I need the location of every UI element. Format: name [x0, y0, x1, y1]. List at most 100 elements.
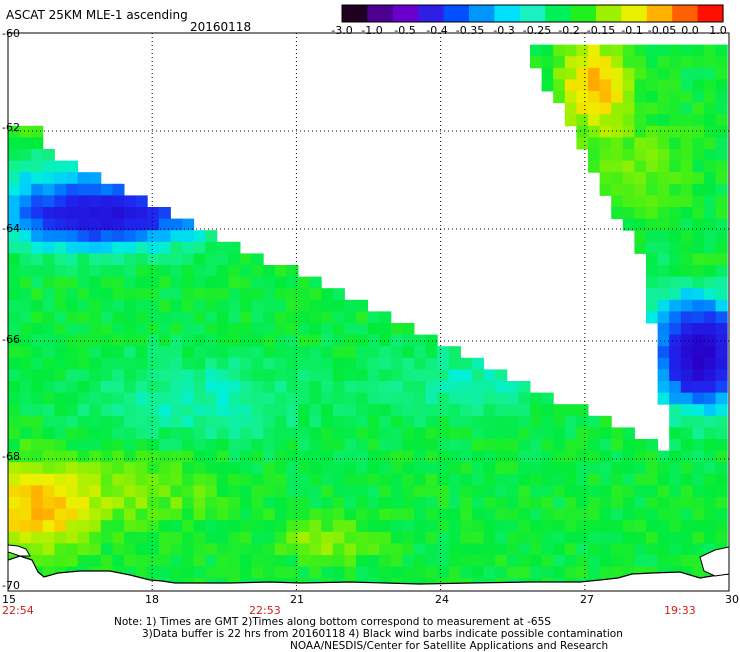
wind-cell: [182, 369, 195, 382]
wind-cell: [611, 44, 624, 57]
wind-cell: [344, 334, 357, 347]
wind-cell: [506, 543, 519, 556]
wind-cell: [147, 439, 160, 452]
wind-cell: [158, 299, 171, 312]
wind-cell: [8, 497, 21, 510]
wind-cell: [669, 520, 682, 533]
wind-cell: [692, 392, 705, 405]
wind-cell: [437, 450, 450, 463]
wind-cell: [588, 543, 601, 556]
wind-cell: [704, 346, 717, 359]
wind-cell: [669, 392, 682, 405]
wind-cell: [124, 276, 137, 289]
wind-cell: [367, 473, 380, 486]
wind-cell: [309, 427, 322, 440]
wind-cell: [611, 462, 624, 475]
wind-cell: [634, 44, 647, 57]
wind-cell: [541, 427, 554, 440]
wind-cell: [390, 555, 403, 568]
wind-cell: [54, 346, 67, 359]
wind-cell: [448, 450, 461, 463]
wind-cell: [356, 381, 369, 394]
wind-cell: [158, 357, 171, 370]
wind-cell: [298, 555, 311, 568]
wind-cell: [715, 172, 728, 185]
wind-cell: [8, 357, 21, 370]
wind-cell: [19, 207, 32, 220]
wind-cell: [379, 392, 392, 405]
wind-cell: [437, 543, 450, 556]
wind-cell: [158, 485, 171, 498]
wind-cell: [599, 79, 612, 92]
wind-cell: [54, 531, 67, 544]
wind-cell: [506, 392, 519, 405]
wind-cell: [669, 288, 682, 301]
wind-cell: [564, 102, 577, 115]
wind-cell: [530, 56, 543, 69]
wind-cell: [704, 497, 717, 510]
wind-cell: [19, 241, 32, 254]
wind-cell: [344, 531, 357, 544]
wind-cell: [77, 450, 90, 463]
wind-cell: [448, 555, 461, 568]
wind-cell: [216, 462, 229, 475]
lon-label-30: 30: [725, 593, 739, 606]
wind-cell: [680, 531, 693, 544]
wind-cell: [669, 439, 682, 452]
wind-cell: [402, 439, 415, 452]
wind-cell: [240, 311, 253, 324]
wind-cell: [541, 67, 554, 80]
wind-cell: [715, 427, 728, 440]
wind-cell: [588, 79, 601, 92]
wind-cell: [646, 160, 659, 173]
wind-cell: [495, 485, 508, 498]
wind-cell: [170, 566, 183, 579]
wind-cell: [54, 288, 67, 301]
wind-cell: [170, 462, 183, 475]
wind-cell: [611, 125, 624, 138]
wind-cell: [669, 125, 682, 138]
wind-cell: [344, 450, 357, 463]
wind-cell: [77, 473, 90, 486]
wind-cell: [390, 566, 403, 579]
wind-cell: [8, 253, 21, 266]
wind-cell: [460, 462, 473, 475]
wind-cell: [8, 299, 21, 312]
wind-cell: [66, 404, 79, 417]
wind-cell: [541, 566, 554, 579]
wind-cell: [669, 531, 682, 544]
wind-cell: [193, 415, 206, 428]
wind-cell: [588, 137, 601, 150]
wind-cell: [124, 404, 137, 417]
wind-cell: [704, 311, 717, 324]
wind-cell: [286, 427, 299, 440]
wind-cell: [309, 288, 322, 301]
wind-cell: [704, 218, 717, 231]
wind-cell: [530, 44, 543, 57]
wind-cell: [541, 415, 554, 428]
wind-cell: [506, 450, 519, 463]
wind-cell: [263, 520, 276, 533]
wind-cell: [54, 323, 67, 336]
wind-cell: [216, 508, 229, 521]
wind-cell: [646, 276, 659, 289]
wind-cell: [54, 462, 67, 475]
wind-cell: [704, 67, 717, 80]
wind-cell: [42, 299, 55, 312]
wind-cell: [646, 288, 659, 301]
wind-cell: [135, 334, 148, 347]
wind-cell: [100, 195, 113, 208]
wind-cell: [460, 566, 473, 579]
wind-cell: [634, 56, 647, 69]
wind-cell: [298, 357, 311, 370]
wind-cell: [54, 369, 67, 382]
wind-cell: [321, 520, 334, 533]
wind-cell: [564, 508, 577, 521]
wind-cell: [448, 497, 461, 510]
wind-cell: [298, 415, 311, 428]
wind-cell: [425, 357, 438, 370]
wind-cell: [715, 497, 728, 510]
wind-cell: [379, 531, 392, 544]
wind-cell: [657, 183, 670, 196]
wind-cell: [530, 508, 543, 521]
